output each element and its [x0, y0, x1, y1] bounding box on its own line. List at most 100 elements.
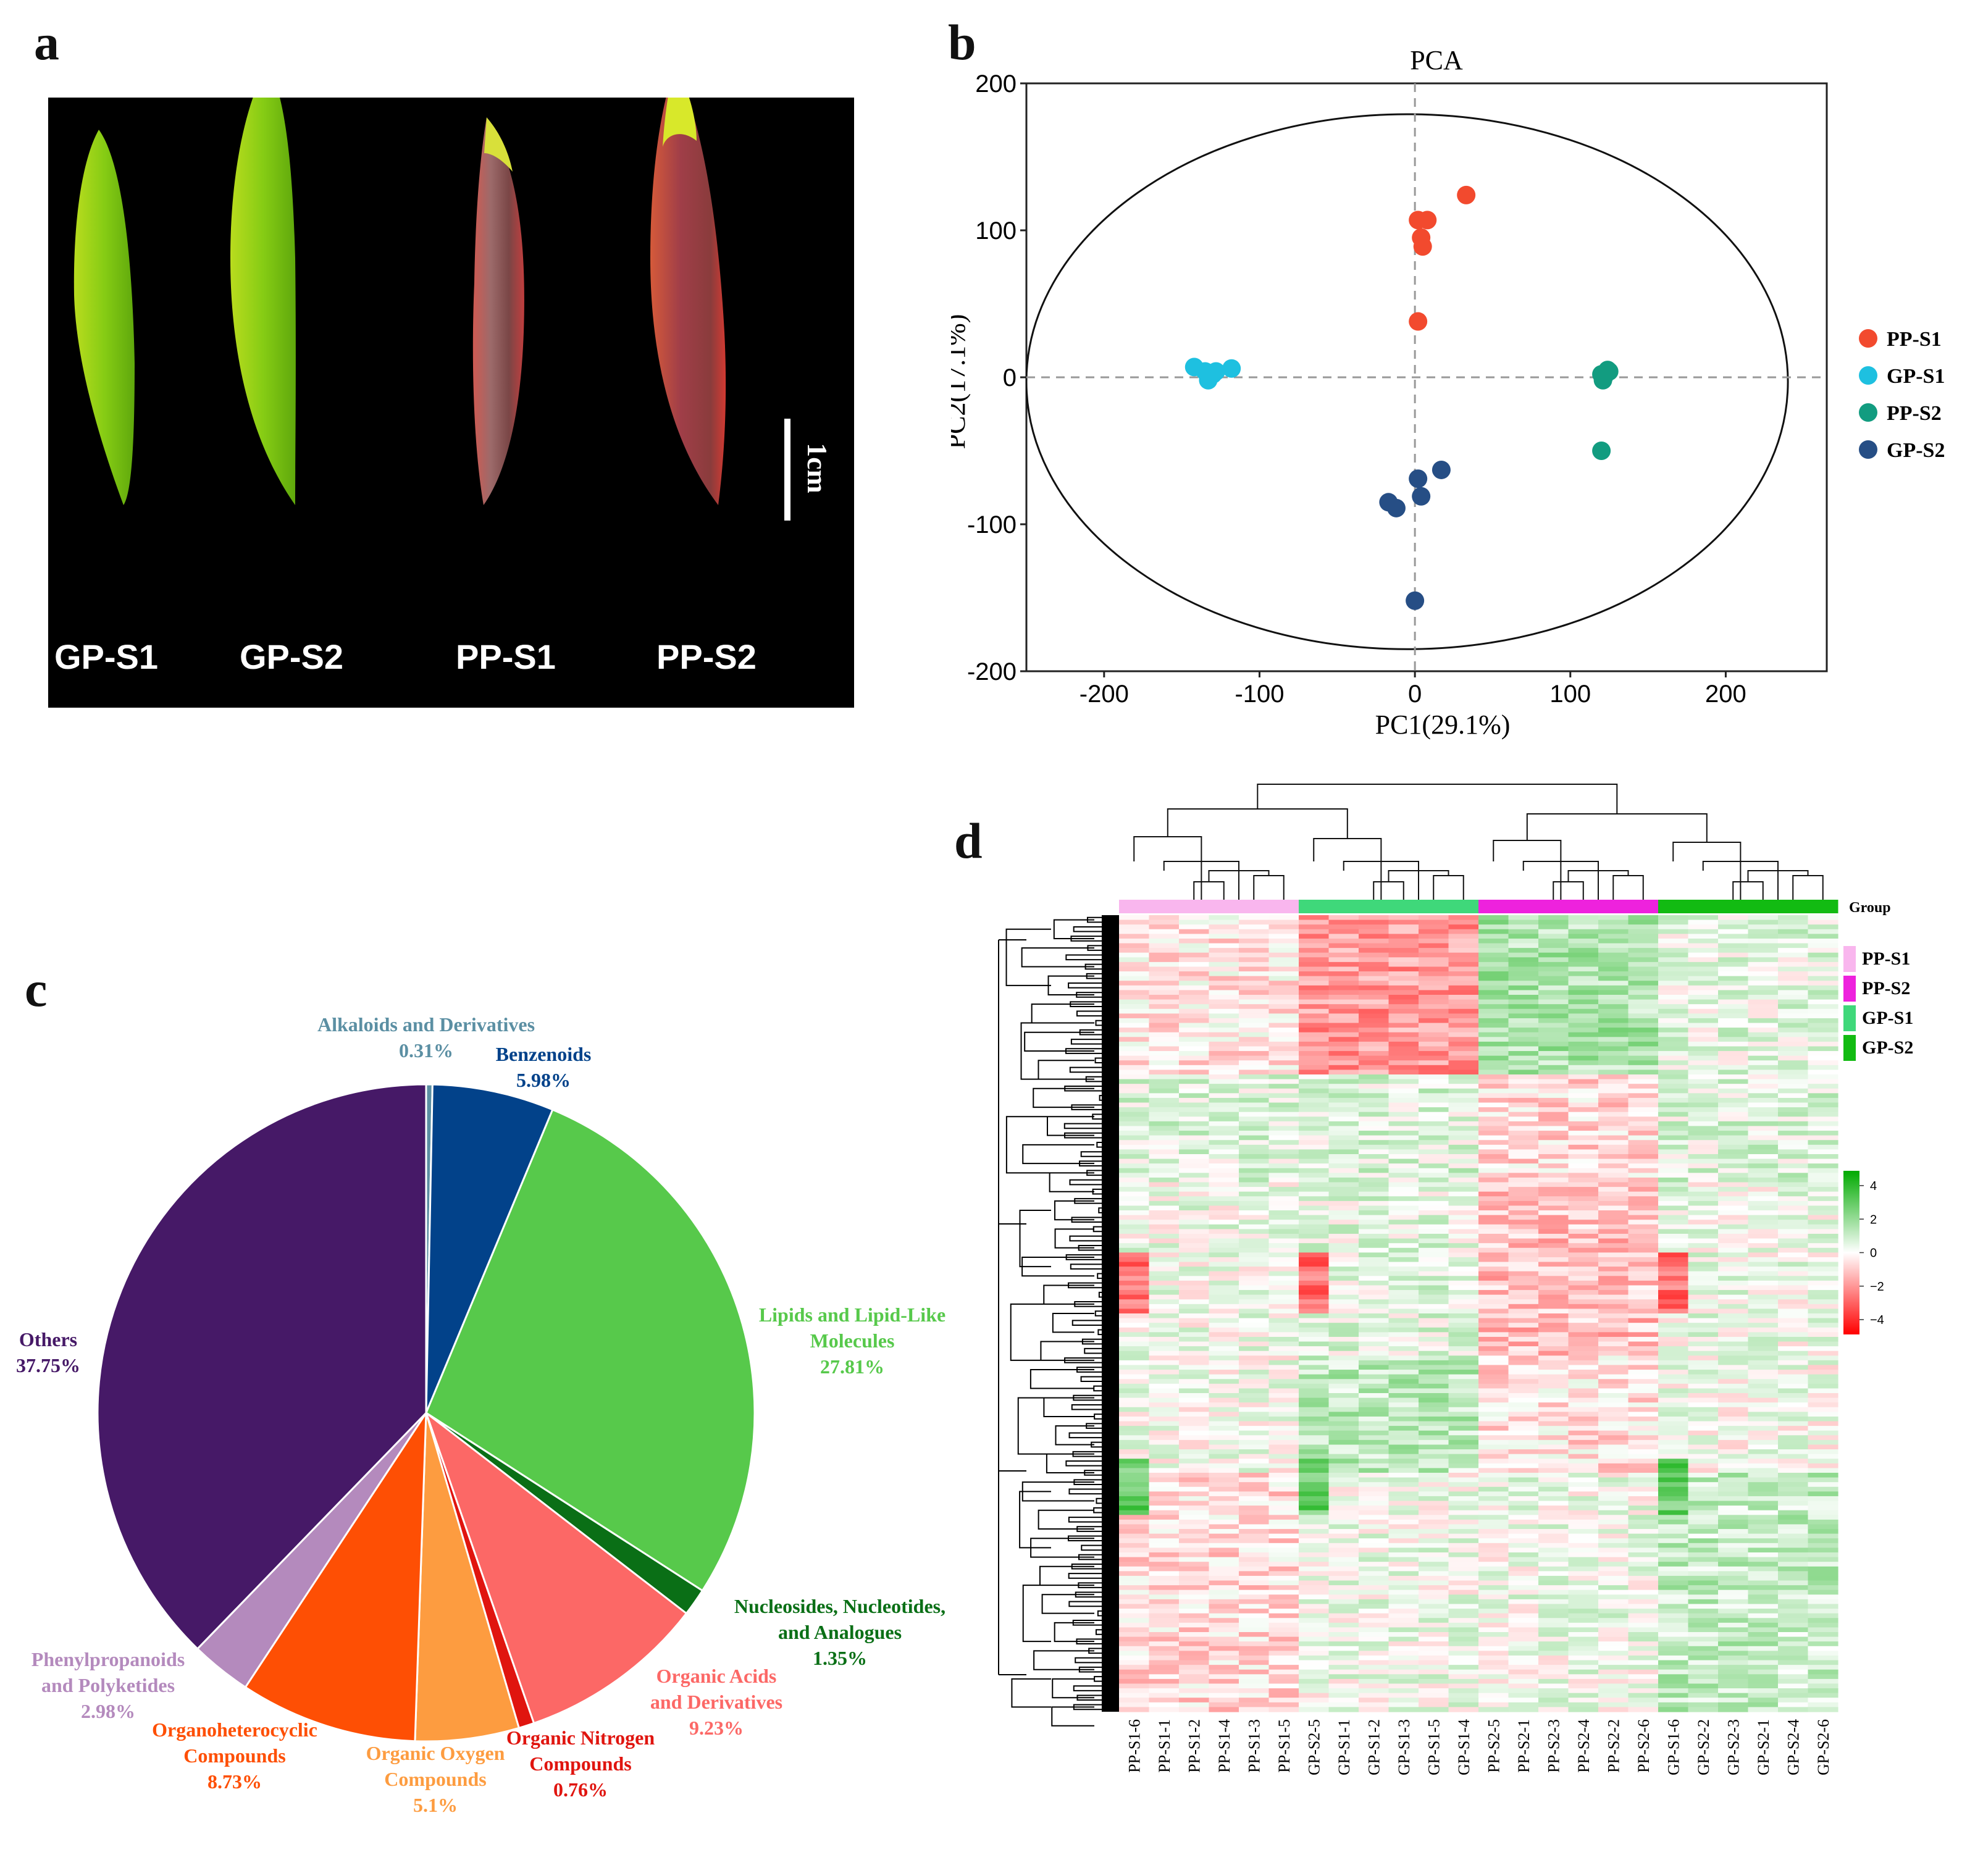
heatmap-cell: [1388, 1112, 1419, 1117]
heatmap-cell: [1748, 1023, 1779, 1028]
column-dendrogram-branch: [1792, 875, 1824, 900]
heatmap-cell: [1808, 1271, 1838, 1276]
pie-svg: Alkaloids and Derivatives 0.31% Benzenoids…: [16, 1013, 945, 1816]
heatmap-cell: [1299, 1182, 1330, 1187]
heatmap-cell: [1359, 1599, 1390, 1605]
heatmap-cell: [1538, 1323, 1569, 1328]
heatmap-cell: [1388, 1402, 1419, 1408]
heatmap-cell: [1119, 1454, 1150, 1459]
heatmap-cell: [1149, 1562, 1180, 1567]
heatmap-cell: [1718, 1060, 1749, 1066]
heatmap-cell: [1778, 1318, 1809, 1323]
heatmap-cell: [1538, 1562, 1569, 1567]
heatmap-cell: [1628, 943, 1659, 948]
heatmap-cell: [1748, 1524, 1779, 1530]
heatmap-cell: [1179, 976, 1210, 981]
heatmap-cell: [1808, 1200, 1838, 1207]
heatmap-cell: [1718, 1557, 1749, 1562]
heatmap-cell: [1748, 1444, 1779, 1450]
heatmap-cell: [1808, 1154, 1838, 1160]
heatmap-cell: [1388, 1468, 1419, 1473]
heatmap-cell: [1538, 1313, 1569, 1319]
pod-pp-s1: [472, 117, 524, 505]
heatmap-cell: [1628, 1459, 1659, 1464]
heatmap-cell: [1448, 1515, 1479, 1520]
heatmap-cell: [1448, 1599, 1479, 1605]
heatmap-cell: [1388, 1013, 1419, 1019]
heatmap-cell: [1209, 1112, 1239, 1117]
heatmap-cell: [1448, 1313, 1479, 1319]
heatmap-cell: [1628, 1575, 1659, 1581]
heatmap-cell: [1239, 1271, 1270, 1276]
heatmap-cell: [1478, 1491, 1509, 1497]
heatmap-cell: [1508, 1154, 1539, 1160]
heatmap-cell: [1598, 1360, 1629, 1366]
heatmap-cell: [1179, 1028, 1210, 1033]
heatmap-cell: [1658, 1191, 1689, 1197]
heatmap-cell: [1778, 1041, 1809, 1047]
heatmap-cell: [1119, 1323, 1150, 1328]
heatmap-cell: [1508, 1196, 1539, 1202]
heatmap-cell: [1778, 1196, 1809, 1202]
heatmap-cell: [1478, 1205, 1509, 1211]
heatmap-cell: [1268, 1262, 1299, 1267]
heatmap-cell: [1748, 1510, 1779, 1515]
heatmap-cell: [1718, 1247, 1749, 1253]
heatmap-cell: [1628, 948, 1659, 953]
heatmap-cell: [1748, 1177, 1779, 1183]
heatmap-cell: [1388, 1397, 1419, 1403]
heatmap-cell: [1688, 1084, 1719, 1089]
heatmap-cell: [1478, 1529, 1509, 1535]
pod-label-pp-s2: PP-S2: [656, 637, 757, 676]
heatmap-cell: [1299, 1473, 1330, 1478]
heatmap-cell: [1538, 961, 1569, 968]
heatmap-cell: [1538, 1609, 1569, 1614]
heatmap-cell: [1688, 1229, 1719, 1234]
heatmap-cell: [1179, 1454, 1210, 1459]
group-bar-cell: [1419, 900, 1449, 913]
heatmap-cell: [1778, 1102, 1809, 1108]
heatmap-cell: [1239, 1294, 1270, 1300]
heatmap-cell: [1688, 1421, 1719, 1426]
heatmap-cell: [1628, 1313, 1659, 1319]
heatmap-cell: [1448, 1290, 1479, 1296]
heatmap-cell: [1448, 1336, 1479, 1342]
heatmap-cell: [1718, 1698, 1749, 1703]
heatmap-cell: [1658, 1018, 1689, 1024]
heatmap-cell: [1778, 1383, 1809, 1389]
heatmap-cell: [1598, 1112, 1629, 1117]
heatmap-cell: [1388, 1622, 1419, 1628]
heatmap-cell: [1778, 1187, 1809, 1192]
heatmap-cell: [1268, 1350, 1299, 1356]
heatmap-cell: [1268, 1158, 1299, 1164]
heatmap-cell: [1299, 1008, 1330, 1014]
heatmap-cell: [1388, 1093, 1419, 1099]
group-legend-label-pp-s2: PP-S2: [1862, 978, 1910, 999]
heatmap-cell: [1299, 1158, 1330, 1164]
heatmap-cell: [1568, 1397, 1599, 1403]
pie-label-6: Organic Nitrogen Compounds 0.76%: [506, 1727, 655, 1801]
heatmap-cell: [1718, 1093, 1749, 1099]
heatmap-cell: [1149, 1051, 1180, 1057]
heatmap-cell: [1239, 1678, 1270, 1685]
heatmap-cell: [1268, 1126, 1299, 1131]
heatmap-cell: [1748, 1309, 1779, 1314]
heatmap-cell: [1778, 1088, 1809, 1094]
heatmap-cell: [1419, 1102, 1449, 1108]
heatmap-cell: [1359, 1177, 1390, 1183]
heatmap-cell: [1209, 1346, 1239, 1352]
heatmap-cell: [1209, 1229, 1239, 1234]
heatmap-cell: [1328, 1421, 1359, 1426]
heatmap-cell: [1359, 1463, 1390, 1469]
heatmap-cell: [1209, 1234, 1239, 1239]
heatmap-cell: [1808, 1276, 1838, 1281]
heatmap-cell: [1628, 1013, 1659, 1019]
heatmap-cell: [1448, 1698, 1479, 1703]
heatmap-cell: [1419, 1665, 1449, 1670]
heatmap-cell: [1268, 1439, 1299, 1446]
heatmap-cell: [1179, 1182, 1210, 1187]
heatmap-cell: [1299, 1290, 1330, 1296]
heatmap-cell: [1628, 1562, 1659, 1567]
heatmap-cell: [1808, 971, 1838, 977]
heatmap-cell: [1209, 1585, 1239, 1591]
